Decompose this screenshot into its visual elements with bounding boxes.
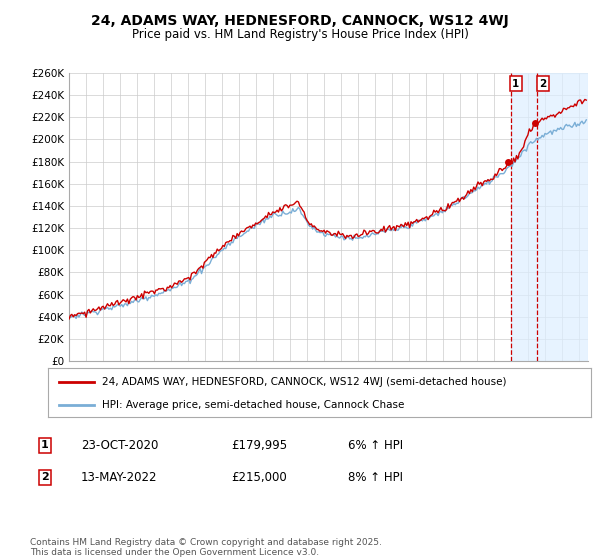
Text: 6% ↑ HPI: 6% ↑ HPI — [348, 438, 403, 452]
Bar — [511, 73, 588, 361]
Text: 23-OCT-2020: 23-OCT-2020 — [81, 438, 158, 452]
Text: 8% ↑ HPI: 8% ↑ HPI — [348, 470, 403, 484]
Text: 13-MAY-2022: 13-MAY-2022 — [81, 470, 157, 484]
Text: £215,000: £215,000 — [231, 470, 287, 484]
Text: HPI: Average price, semi-detached house, Cannock Chase: HPI: Average price, semi-detached house,… — [103, 400, 404, 410]
Text: 1: 1 — [512, 79, 520, 89]
Text: 1: 1 — [41, 440, 49, 450]
Text: 2: 2 — [539, 79, 547, 89]
Text: £179,995: £179,995 — [231, 438, 287, 452]
Text: 24, ADAMS WAY, HEDNESFORD, CANNOCK, WS12 4WJ (semi-detached house): 24, ADAMS WAY, HEDNESFORD, CANNOCK, WS12… — [103, 377, 507, 387]
Text: 2: 2 — [41, 472, 49, 482]
Text: 24, ADAMS WAY, HEDNESFORD, CANNOCK, WS12 4WJ: 24, ADAMS WAY, HEDNESFORD, CANNOCK, WS12… — [91, 14, 509, 28]
Text: Contains HM Land Registry data © Crown copyright and database right 2025.
This d: Contains HM Land Registry data © Crown c… — [30, 538, 382, 557]
Text: Price paid vs. HM Land Registry's House Price Index (HPI): Price paid vs. HM Land Registry's House … — [131, 28, 469, 41]
